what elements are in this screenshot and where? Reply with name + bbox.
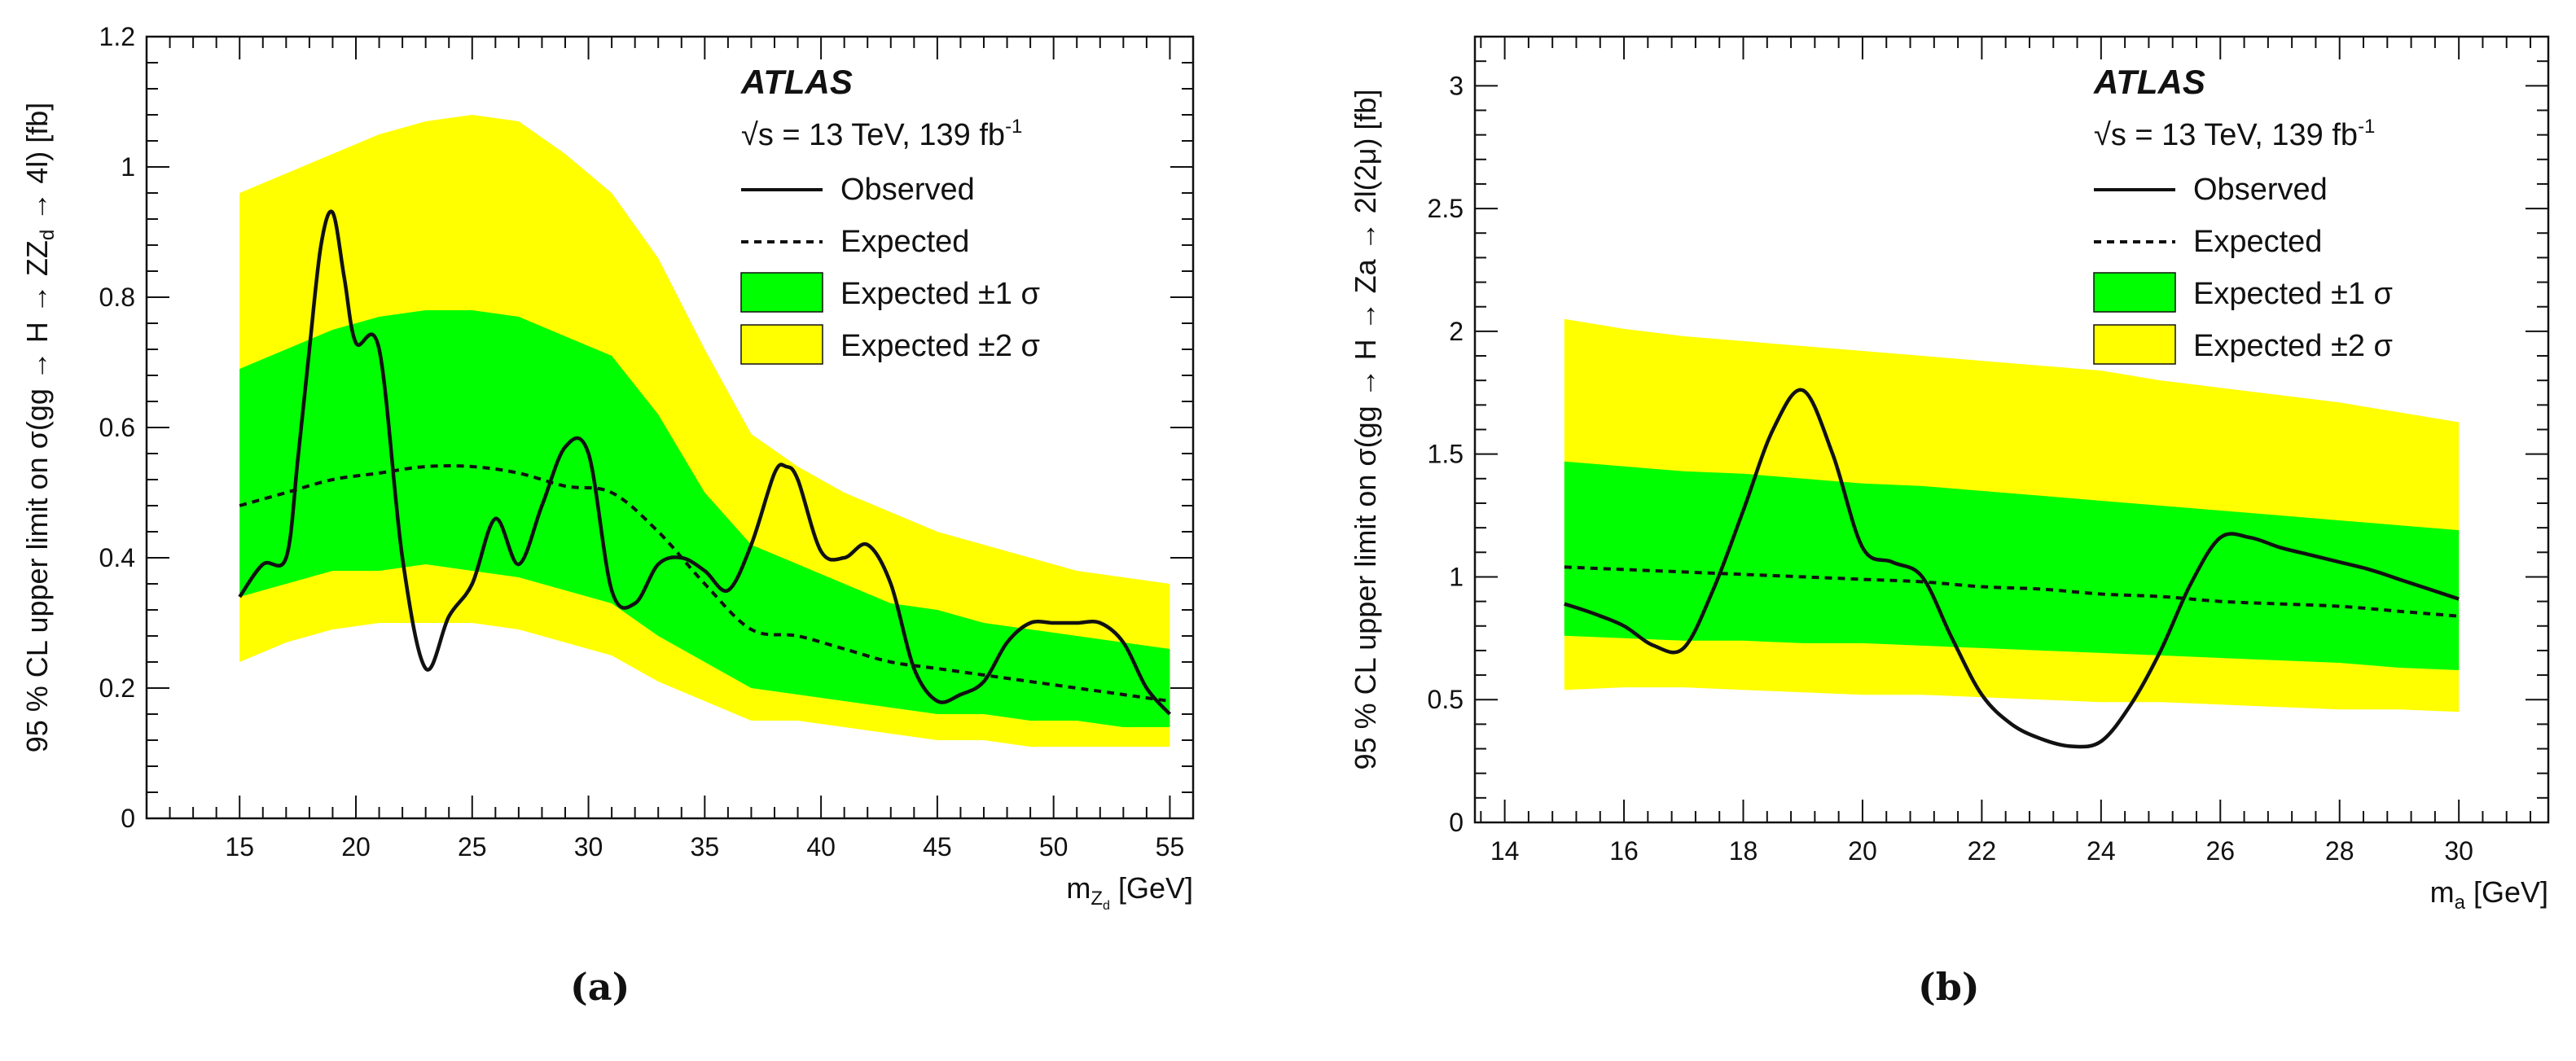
y-tick-label: 1.2	[99, 22, 135, 51]
legend-band2-label: Expected ±2 σ	[840, 329, 1040, 363]
legend-band2-swatch	[740, 324, 823, 365]
caption-b: (b)	[1918, 965, 1980, 1009]
legend-band1-label: Expected ±1 σ	[2193, 277, 2393, 311]
x-tick-label: 15	[225, 832, 254, 862]
legend-observed-label: Observed	[2193, 173, 2328, 207]
legend-band1-swatch	[740, 272, 823, 313]
x-tick-label: 55	[1156, 832, 1185, 862]
legend-expected-label: Expected	[2193, 225, 2322, 259]
y-tick-label: 1.5	[1428, 440, 1464, 469]
y-tick-label: 0.6	[99, 413, 135, 442]
atlas-label: ATLAS	[740, 63, 853, 101]
legend-band2-label: Expected ±2 σ	[2193, 329, 2393, 363]
energy-label: √s = 13 TeV, 139 fb-1	[2094, 116, 2375, 152]
y-tick-label: 0.8	[99, 283, 135, 312]
energy-label: √s = 13 TeV, 139 fb-1	[741, 116, 1022, 152]
expected-line	[239, 464, 1170, 703]
band-1sigma	[1564, 461, 2460, 670]
x-tick-label: 14	[1490, 836, 1520, 866]
x-axis-label: ma [GeV]	[2430, 875, 2548, 914]
x-tick-label: 30	[574, 832, 603, 862]
observed-line	[1564, 388, 2460, 749]
x-tick-label: 16	[1609, 836, 1639, 866]
x-tick-label: 30	[2444, 836, 2473, 866]
y-tick-label: 0	[1449, 808, 1464, 837]
x-tick-label: 35	[691, 832, 720, 862]
legend-band1-swatch	[2093, 272, 2176, 313]
y-axis-label: 95 % CL upper limit on σ(gg → H → ZZd → …	[20, 103, 59, 753]
chart-panel-b: 0 0.5 1 1.5 2 2.5 3 14 16 18 20 22 24 26 28 30 ma [GeV] 9…	[1349, 35, 2550, 914]
x-tick-label: 40	[806, 832, 836, 862]
x-tick-label: 50	[1039, 832, 1069, 862]
x-tick-label: 26	[2205, 836, 2235, 866]
y-tick-label: 0.5	[1428, 685, 1464, 714]
x-tick-label: 20	[341, 832, 371, 862]
band-1sigma	[239, 310, 1170, 727]
x-tick-label: 25	[458, 832, 487, 862]
x-tick-label: 24	[2087, 836, 2116, 866]
caption-a: (a)	[570, 965, 630, 1009]
y-tick-label: 1	[121, 152, 135, 182]
observed-line	[238, 209, 1172, 716]
y-tick-label: 1	[1449, 562, 1464, 591]
legend-observed-label: Observed	[840, 173, 975, 207]
y-axis-label: 95 % CL upper limit on σ(gg → H → Za → 2…	[1349, 90, 1382, 770]
atlas-label: ATLAS	[2093, 63, 2205, 101]
band-2sigma	[239, 115, 1170, 747]
y-tick-label: 2.5	[1428, 194, 1464, 223]
x-tick-label: 28	[2325, 836, 2354, 866]
y-tick-label: 0	[121, 804, 135, 833]
x-tick-label: 18	[1729, 836, 1758, 866]
legend-band2-swatch	[2093, 324, 2176, 365]
legend-expected-label: Expected	[840, 225, 969, 259]
legend-band1-label: Expected ±1 σ	[840, 277, 1040, 311]
x-axis-label: mZd [GeV]	[1066, 871, 1193, 913]
x-tick-label: 20	[1848, 836, 1877, 866]
y-tick-label: 0.2	[99, 673, 135, 703]
x-tick-label: 22	[1968, 836, 1997, 866]
y-tick-label: 3	[1449, 71, 1464, 100]
x-tick-label: 45	[923, 832, 952, 862]
expected-line	[1564, 565, 2460, 618]
chart-panel-a: 0 0.2 0.4 0.6 0.8 1 1.2 15 20 25 30 35 40 45 50 55 mZd […	[20, 22, 1195, 913]
y-tick-label: 2	[1449, 317, 1464, 346]
y-tick-label: 0.4	[99, 543, 135, 572]
